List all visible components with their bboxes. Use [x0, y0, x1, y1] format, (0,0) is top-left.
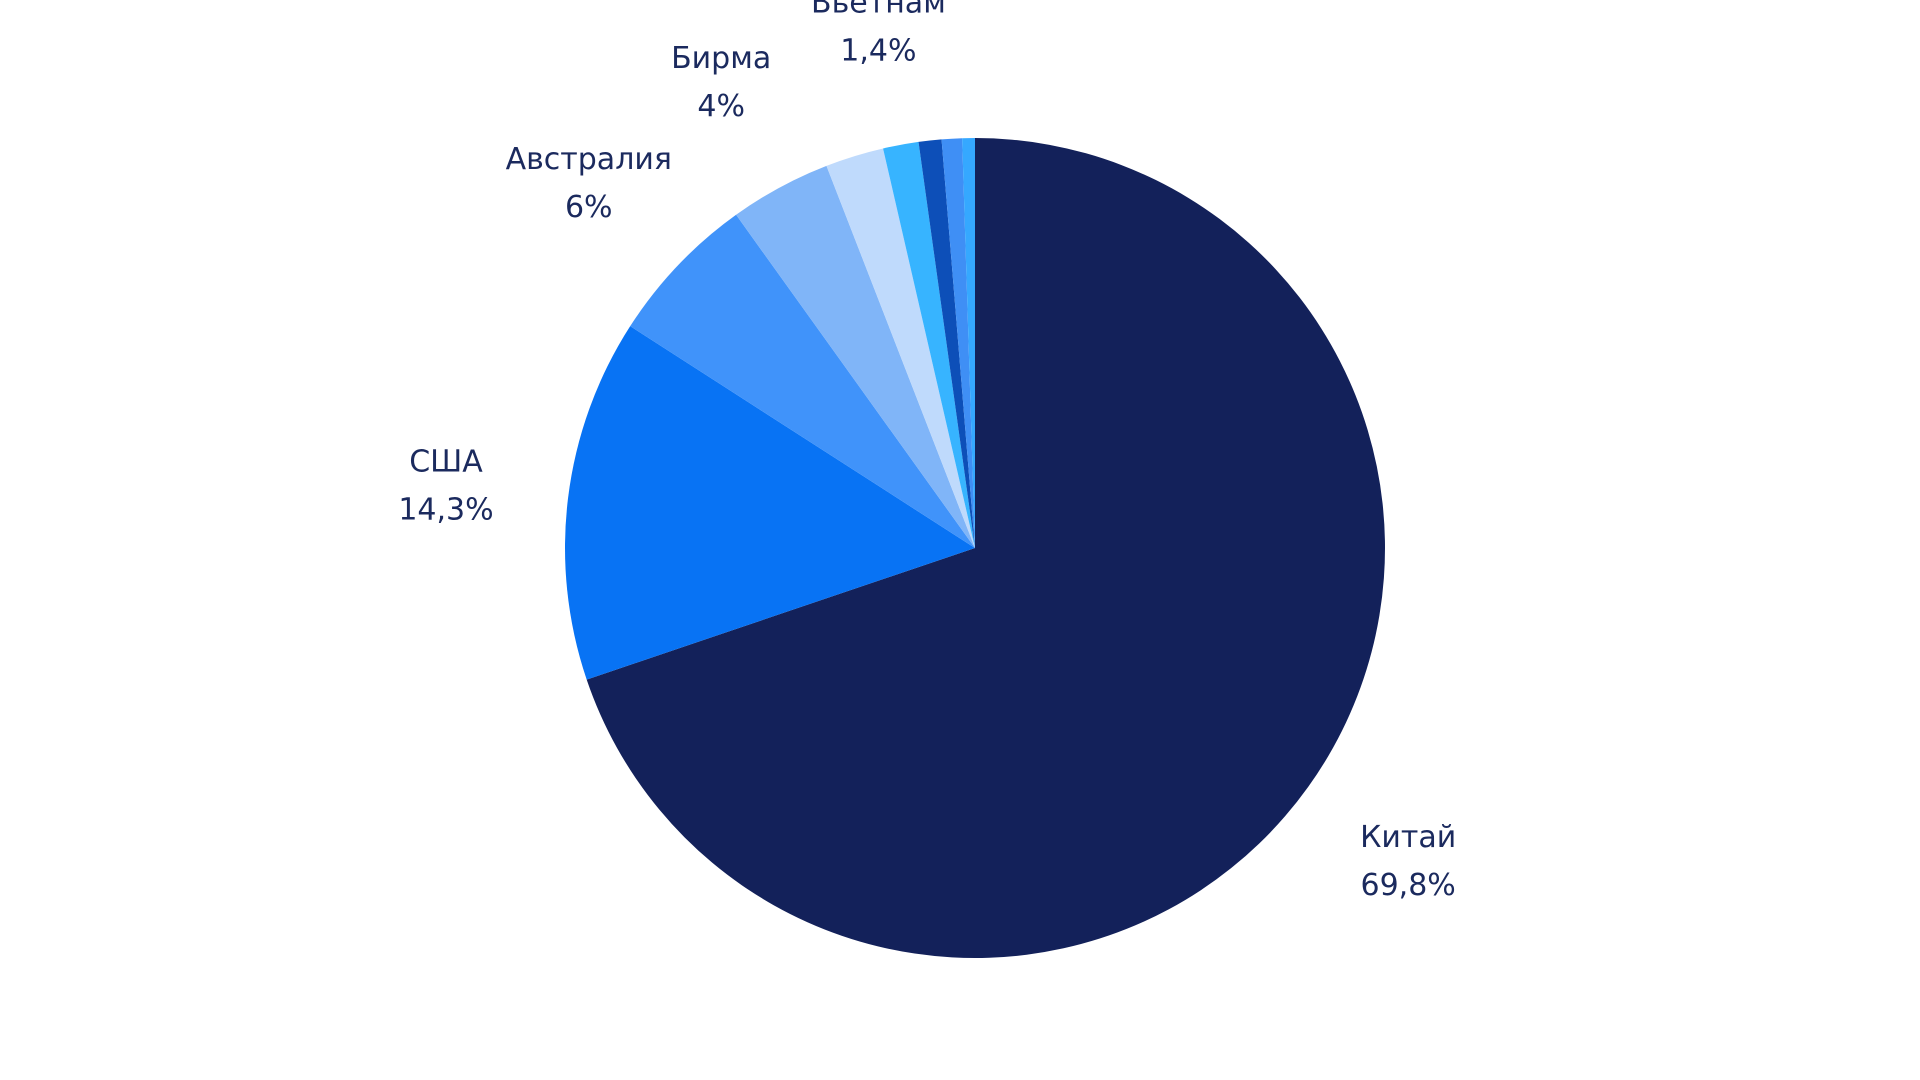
slice-label: Австралия [506, 142, 672, 177]
pie-slice [826, 148, 975, 549]
slice-value: 4% [697, 89, 745, 124]
slice-label: Бирма [671, 41, 771, 76]
pie-slice [630, 214, 975, 548]
slice-label: Вьетнам [811, 0, 946, 20]
pie-slice [565, 326, 975, 680]
slice-value: 69,8% [1361, 868, 1456, 903]
pie-slice [962, 138, 975, 548]
slice-label: США [409, 444, 483, 479]
slice-value: 1,4% [840, 33, 916, 68]
pie-slice [736, 165, 975, 549]
slice-value: 14,3% [398, 492, 493, 527]
slice-label: Китай [1360, 820, 1456, 855]
slice-value: 6% [565, 190, 613, 225]
pie-slice [883, 141, 975, 548]
pie-slice [941, 138, 975, 548]
pie-slice [586, 138, 1385, 959]
pie-slice [918, 139, 975, 548]
